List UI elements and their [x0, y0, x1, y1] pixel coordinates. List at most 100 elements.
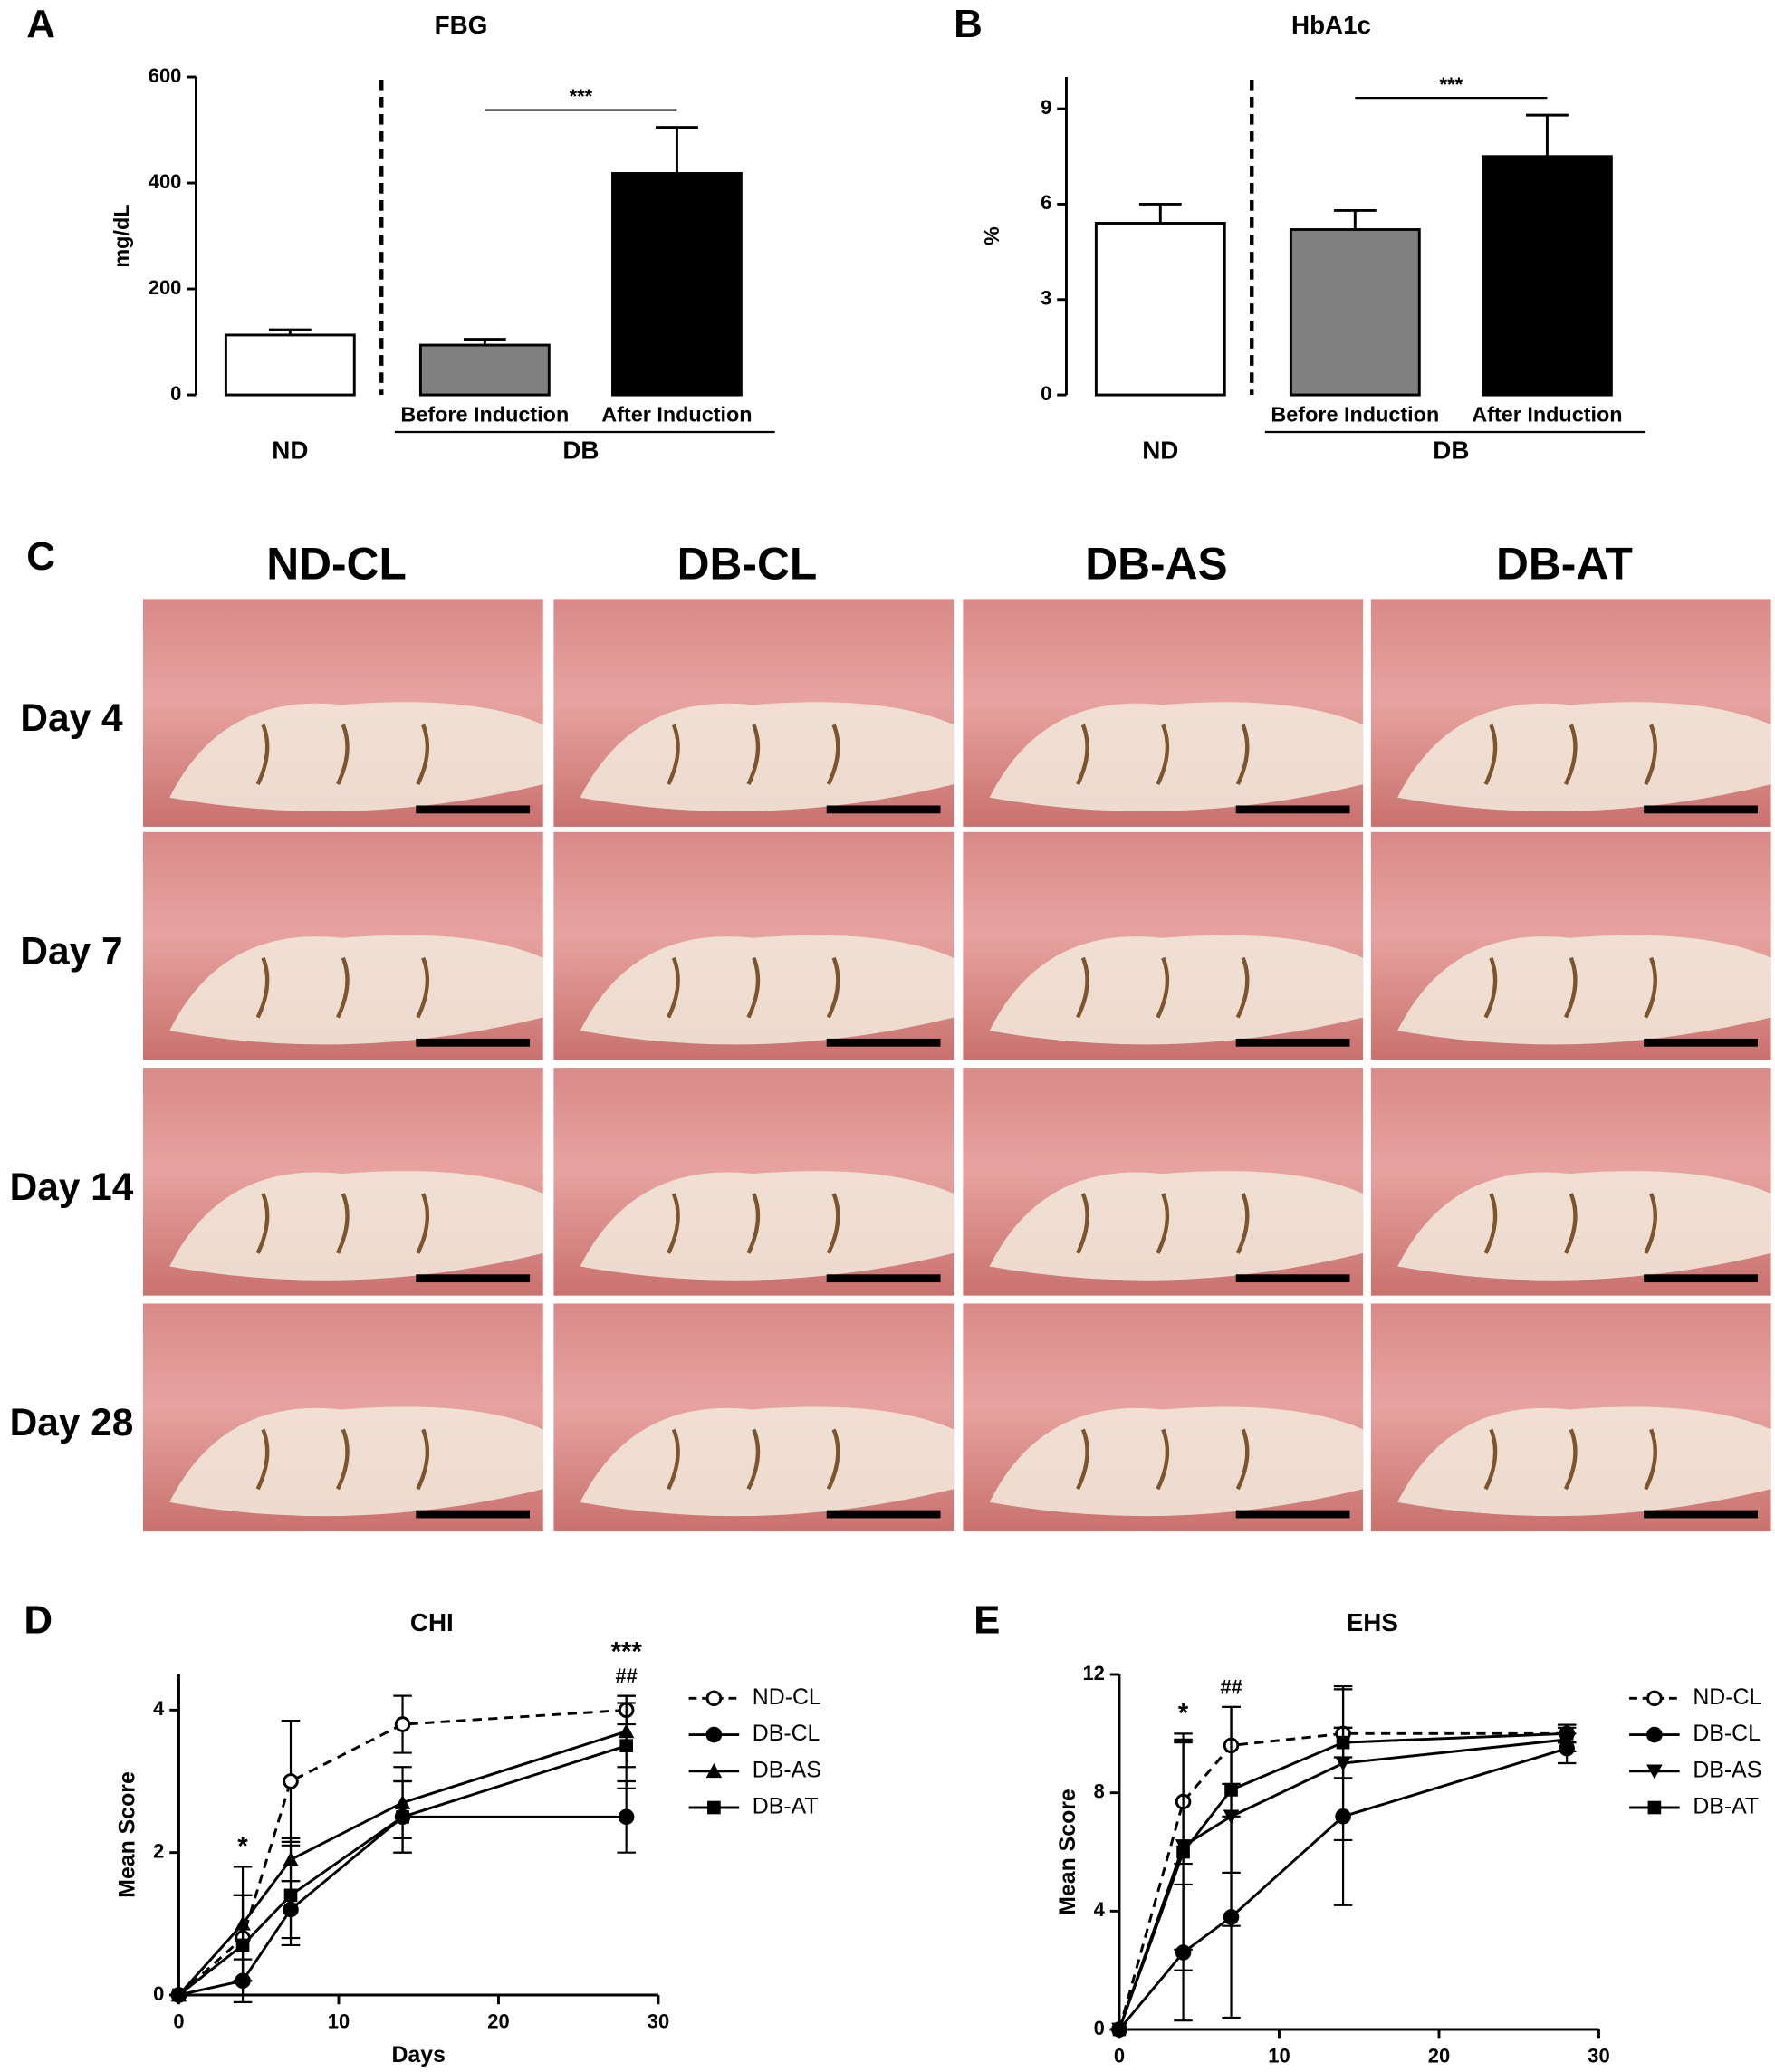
tooth-groove	[1483, 1428, 1498, 1491]
panel-letter: B	[954, 2, 983, 46]
tooth-groove	[1563, 1428, 1578, 1491]
tooth-groove	[255, 724, 270, 786]
bar	[1482, 155, 1613, 397]
legend-label: ND-CL	[753, 1684, 821, 1710]
legend-label: DB-AS	[753, 1757, 821, 1782]
tooth-groove	[1563, 956, 1578, 1019]
scale-bar	[826, 1274, 941, 1283]
y-tick-label: 8	[1094, 1779, 1105, 1802]
y-axis-label: Mean Score	[114, 1771, 139, 1898]
tooth-groove	[416, 1428, 429, 1491]
y-tick-label: 0	[1041, 382, 1051, 405]
tooth-groove	[255, 1428, 270, 1491]
tooth-groove	[416, 1193, 429, 1254]
y-tick-label: 400	[149, 170, 182, 193]
marker	[283, 1888, 298, 1903]
significance-label: *	[237, 1833, 248, 1862]
marker	[283, 1773, 299, 1789]
row-label: Day 4	[20, 696, 123, 739]
scale-bar	[826, 1038, 941, 1047]
y-axis-label: Mean Score	[1055, 1789, 1080, 1915]
legend-label: DB-AT	[1693, 1794, 1759, 1819]
scale-bar	[1644, 1510, 1758, 1519]
category-label: Before Induction	[1271, 403, 1439, 427]
marker	[618, 1808, 635, 1826]
tooth-groove	[746, 1193, 761, 1254]
marker	[1224, 1783, 1238, 1797]
x-axis-label: Days	[391, 2042, 445, 2067]
y-tick-label: 200	[149, 276, 182, 299]
tooth-groove	[1563, 1193, 1578, 1254]
y-tick-label: 600	[149, 64, 182, 87]
tooth-groove	[1076, 1428, 1089, 1491]
significance-label: ##	[615, 1664, 637, 1687]
tooth-groove	[826, 1428, 840, 1491]
column-label: DB-AS	[1085, 538, 1227, 589]
column-label: DB-AT	[1496, 538, 1633, 589]
tooth-groove	[1156, 1193, 1170, 1254]
y-tick-label: 3	[1041, 287, 1051, 310]
category-label: After Induction	[1472, 403, 1622, 427]
marker	[619, 1739, 633, 1752]
tooth-groove	[1235, 1193, 1250, 1254]
scale-bar	[1235, 1038, 1350, 1047]
tooth-groove	[1235, 724, 1250, 786]
tooth-groove	[1483, 724, 1498, 786]
scale-bar	[416, 805, 531, 814]
tooth-groove	[1076, 1193, 1089, 1254]
panel-letter: E	[974, 1598, 1000, 1643]
tooth-groove	[416, 724, 429, 786]
marker	[235, 1938, 250, 1952]
legend-marker	[705, 1726, 723, 1743]
panel-letter: C	[26, 534, 55, 579]
marker	[172, 1988, 186, 2002]
category-label: After Induction	[601, 403, 752, 427]
x-tick-label: 20	[1428, 2045, 1450, 2067]
significance-label: ***	[611, 1638, 643, 1667]
tooth-groove	[746, 724, 761, 786]
bar	[1094, 222, 1226, 397]
row-label: Day 28	[10, 1401, 134, 1444]
x-tick-label: 0	[1114, 2045, 1125, 2067]
bar	[1289, 228, 1421, 397]
tooth-groove	[746, 1428, 761, 1491]
legend-marker	[1647, 1800, 1662, 1815]
legend-label: DB-CL	[1693, 1721, 1761, 1746]
marker	[1335, 1756, 1351, 1771]
panel-letter: D	[24, 1598, 53, 1643]
y-tick-label: 4	[1094, 1898, 1106, 1921]
legend-label: ND-CL	[1693, 1684, 1761, 1710]
scale-bar	[1235, 1510, 1350, 1519]
y-tick-label: 12	[1082, 1662, 1104, 1684]
scale-bar	[1235, 805, 1350, 814]
legend-marker	[1646, 1690, 1663, 1707]
y-tick-label: 6	[1041, 191, 1051, 214]
scale-bar	[826, 805, 941, 814]
chart-title: FBG	[435, 11, 488, 39]
tooth-groove	[746, 956, 761, 1019]
chart-title: EHS	[1347, 1608, 1398, 1636]
x-tick-label: 10	[328, 2010, 350, 2032]
tooth-groove	[1644, 724, 1657, 786]
legend-label: DB-CL	[753, 1721, 820, 1746]
tooth-groove	[1235, 956, 1250, 1019]
y-tick-label: 0	[153, 1982, 164, 2005]
scale-bar	[416, 1038, 531, 1047]
bar	[418, 343, 551, 397]
y-tick-label: 4	[153, 1697, 165, 1720]
significance-label: ***	[1440, 73, 1463, 96]
x-tick-label: 0	[173, 2010, 184, 2032]
marker	[1559, 1727, 1574, 1741]
legend-marker	[705, 1690, 723, 1707]
tooth-groove	[1076, 724, 1089, 786]
category-label: Before Induction	[400, 403, 569, 427]
tooth-groove	[826, 1193, 840, 1254]
legend-marker	[1646, 1726, 1663, 1743]
row-label: Day 14	[10, 1166, 134, 1208]
tooth-groove	[1235, 1428, 1250, 1491]
tooth-groove	[336, 1193, 350, 1254]
y-axis-label: mg/dL	[110, 204, 133, 267]
marker	[1336, 1735, 1350, 1750]
significance-label: ***	[570, 85, 593, 108]
